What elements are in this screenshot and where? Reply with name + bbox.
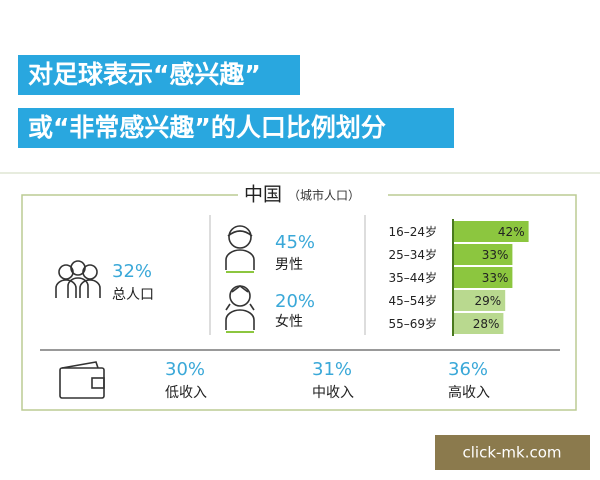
bar-label: 29% — [475, 294, 502, 308]
income-value: 30% — [165, 359, 205, 380]
title-banner — [18, 55, 300, 95]
panel-title-bg — [238, 185, 388, 205]
income-value: 36% — [448, 359, 488, 380]
panel-subtitle: （城市人口） — [288, 188, 360, 203]
bar-label: 33% — [482, 271, 509, 285]
wallet-icon — [59, 361, 105, 399]
age-label: 25–34岁 — [388, 247, 437, 262]
income-group: 30% 低收入 31% 中收入 36% 高收入 — [165, 359, 490, 401]
age-bars: 16–24岁 42% 25–34岁 33% 35–44岁 33% 45–54岁 29% 55–6… — [388, 219, 529, 336]
income-label: 低收入 — [165, 385, 207, 401]
income-label: 高收入 — [448, 384, 490, 401]
title: 对足球表示“感兴趣” — [28, 60, 261, 89]
bar — [453, 244, 513, 265]
title-banner — [18, 108, 454, 148]
people-icon — [55, 260, 101, 298]
panel-title: 中国 — [244, 184, 282, 206]
title: 或“非常感兴趣”的人口比例划分 — [28, 113, 386, 142]
bar — [453, 221, 529, 242]
income-label: 中收入 — [312, 385, 354, 401]
bar — [453, 290, 506, 311]
total-value: 32% — [112, 261, 152, 282]
watermark-box — [435, 435, 590, 470]
male-value: 45% — [275, 232, 315, 253]
bar — [453, 313, 504, 334]
female-value: 20% — [275, 291, 315, 312]
age-label: 55–69岁 — [388, 316, 437, 331]
age-label: 45–54岁 — [388, 293, 437, 308]
female-label: 女性 — [275, 313, 303, 330]
female-icon — [225, 285, 255, 330]
age-label: 35–44岁 — [388, 270, 437, 285]
bar-label: 33% — [482, 248, 509, 262]
total-label: 总人口 — [112, 287, 154, 303]
bar — [453, 267, 513, 288]
bar-label: 42% — [498, 225, 525, 239]
watermark: click-mk.com — [462, 444, 561, 462]
income-value: 31% — [312, 359, 352, 380]
male-label: 男性 — [275, 257, 303, 273]
male-icon — [225, 225, 255, 270]
age-label: 16–24岁 — [388, 224, 437, 239]
bar-label: 28% — [473, 317, 500, 331]
